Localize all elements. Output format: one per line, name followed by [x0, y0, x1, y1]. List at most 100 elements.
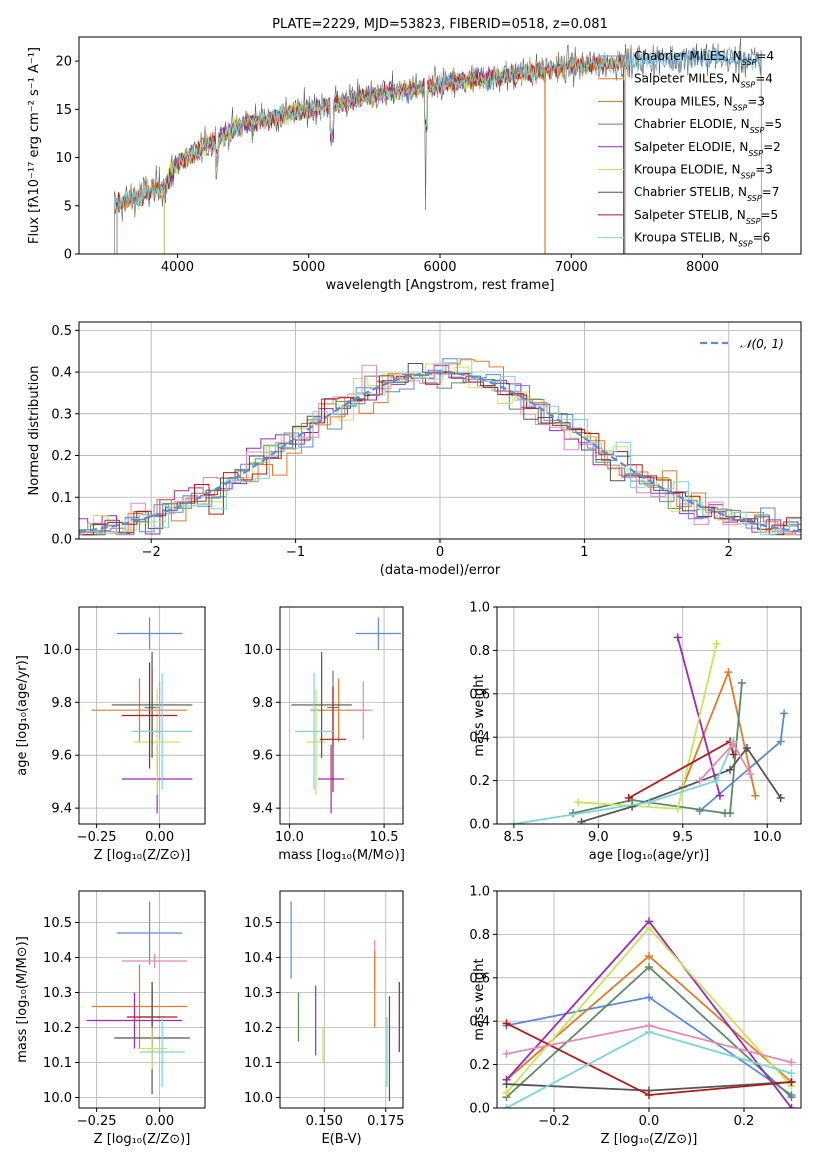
mass-weight-marker: [673, 633, 682, 642]
mass-weight-line: [681, 669, 757, 796]
mass-weight-marker: [645, 962, 653, 971]
mass-weight-marker: [787, 1077, 796, 1086]
x-tick-label: 0.175: [367, 1114, 404, 1129]
y-tick-label: 1.0: [469, 885, 490, 900]
x-tick-label: 8.5: [504, 830, 525, 845]
plot-frame: [78, 321, 802, 540]
y-tick-label: 9.6: [252, 749, 273, 764]
y-tick-label: 10.0: [43, 1091, 72, 1106]
plot-frame: [78, 606, 206, 825]
plot-area: [290, 901, 400, 1101]
plot-frame: [279, 890, 404, 1109]
mass-weight-marker: [787, 1104, 796, 1108]
y-tick-label: 0.1: [51, 491, 72, 506]
y-tick-label: 0.4: [469, 731, 490, 746]
age-vs-Z-panel: −0.25 0.00 9.4 9.6 9.8 10.0 Z [log₁₀(Z/Z⊙)] age…: [15, 606, 206, 863]
y-tick-label: 10.2: [43, 1021, 72, 1036]
legend: Chabrier MILES, NSSP=4 Salpeter MILES, NS…: [598, 49, 782, 248]
mass-weight-marker: [645, 798, 653, 807]
y-tick-label: 10.3: [244, 986, 273, 1001]
mass-weight-vs-age-panel: 8.5 9.0 9.5 10.0 0.0 0.2 0.4 0.6 0.8 1.0 age [log₁…: [469, 601, 802, 863]
legend-label: Kroupa ELODIE, NSSP=3: [634, 163, 773, 181]
legend: 𝒩(0, 1): [700, 337, 784, 351]
y-tick-label: 10.0: [244, 1091, 273, 1106]
mass-weight-marker: [645, 952, 653, 961]
y-axis-label: mass [log₁₀(M/M⊙)]: [15, 936, 30, 1063]
plot-area: [79, 358, 801, 536]
y-tick-label: 10.2: [244, 1021, 273, 1036]
y-axis-label: Normed distribution: [27, 366, 42, 496]
y-tick-label: 15: [55, 103, 72, 118]
plot-frame: [279, 606, 404, 825]
mass-weight-marker: [624, 793, 633, 802]
mass-weight-marker: [695, 776, 704, 785]
x-axis-label: Z [log₁₀(Z/Z⊙)]: [94, 1132, 191, 1147]
x-tick-label: −0.25: [77, 830, 117, 845]
mass-weight-marker: [751, 791, 760, 800]
y-tick-label: 10.0: [244, 643, 273, 658]
legend-label: 𝒩(0, 1): [740, 337, 784, 351]
legend-label: Chabrier MILES, NSSP=4: [634, 49, 774, 67]
plot-frame: [78, 890, 206, 1109]
mass-weight-marker: [729, 739, 738, 748]
mass-weight-marker: [776, 737, 785, 746]
plot-frame: [496, 890, 802, 1109]
mass-weight-marker: [645, 993, 653, 1002]
y-tick-label: 20: [55, 55, 72, 70]
legend-label: Salpeter ELODIE, NSSP=2: [634, 140, 781, 158]
x-tick-label: 0.2: [734, 1114, 755, 1129]
mass-weight-marker: [737, 678, 746, 687]
y-tick-label: 0.2: [469, 1058, 490, 1073]
mass-weight-marker: [645, 923, 653, 932]
mass-weight-marker: [742, 744, 751, 753]
plot-area: [502, 917, 796, 1108]
mass-weight-line: [581, 746, 782, 823]
mass-weight-marker: [712, 776, 721, 785]
y-tick-label: 10.1: [43, 1056, 72, 1071]
y-axis-label: mass weight: [472, 958, 487, 1040]
x-tick-label: −2: [142, 545, 161, 560]
y-tick-label: 0.8: [469, 928, 490, 943]
y-tick-label: 0: [64, 248, 72, 263]
legend-label: Kroupa MILES, NSSP=3: [634, 94, 765, 112]
mass-vs-Z-panel: −0.25 0.00 10.0 10.1 10.2 10.3 10.4 10.5 Z [log₁…: [15, 890, 206, 1147]
x-tick-label: 0.00: [145, 830, 174, 845]
x-tick-label: 0.00: [145, 1114, 174, 1129]
x-tick-label: 10.5: [370, 830, 399, 845]
spectrum-line-kroupa_stelib: [114, 46, 762, 254]
y-tick-label: 10.4: [43, 951, 72, 966]
x-tick-label: 10.0: [753, 830, 782, 845]
mass-weight-marker: [726, 809, 735, 818]
mass-weight-marker: [787, 1093, 796, 1102]
mass-weight-marker: [569, 809, 577, 818]
legend-label: Chabrier STELIB, NSSP=7: [634, 185, 779, 203]
chart-title: PLATE=2229, MJD=53823, FIBERID=0518, z=0…: [272, 17, 608, 32]
y-tick-label: 9.4: [51, 802, 72, 817]
plot-frame: [78, 36, 802, 255]
legend-label: Chabrier ELODIE, NSSP=5: [634, 117, 782, 135]
mass-weight-marker: [645, 1021, 653, 1030]
y-tick-label: 9.6: [51, 749, 72, 764]
y-tick-label: 0.2: [469, 774, 490, 789]
mass-weight-vs-Z-panel: −0.2 0.0 0.2 0.0 0.2 0.4 0.6 0.8 1.0 Z [log₁₀(Z/Z…: [469, 885, 802, 1147]
plot-area: [86, 901, 190, 1094]
mass-weight-line: [699, 713, 785, 812]
x-tick-label: 5000: [292, 260, 325, 275]
x-tick-label: 4000: [161, 260, 194, 275]
y-tick-label: 0.6: [469, 687, 490, 702]
y-tick-label: 0.4: [51, 366, 72, 381]
x-axis-label: (data-model)/error: [380, 563, 501, 578]
normal-curve: [79, 371, 801, 533]
mass-weight-marker: [628, 802, 637, 811]
y-tick-label: 0.2: [51, 449, 72, 464]
mass-weight-marker: [577, 817, 586, 824]
x-tick-label: 0.150: [306, 1114, 343, 1129]
y-tick-label: 10.0: [43, 643, 72, 658]
y-tick-label: 10.3: [43, 986, 72, 1001]
plot-area: [114, 38, 762, 254]
mass-weight-marker: [776, 793, 785, 802]
y-tick-label: 9.8: [252, 696, 273, 711]
x-axis-label: wavelength [Angstrom, rest frame]: [326, 278, 555, 293]
x-axis-label: age [log₁₀(age/yr)]: [589, 848, 710, 863]
legend-label: Salpeter MILES, NSSP=4: [634, 72, 773, 90]
